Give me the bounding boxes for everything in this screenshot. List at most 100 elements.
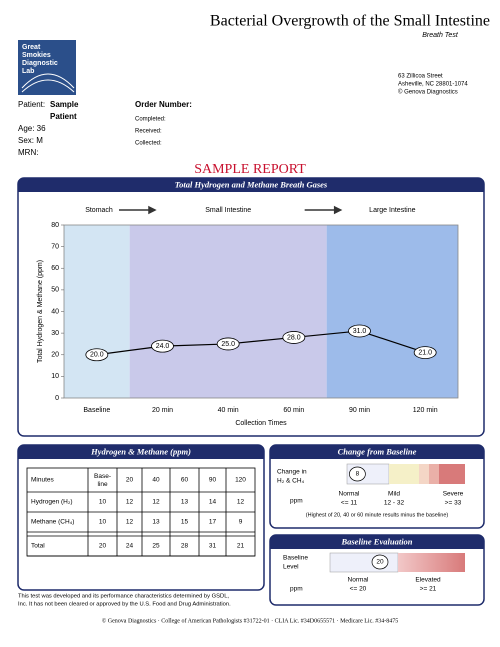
y-tick-label: 10 bbox=[51, 373, 59, 380]
y-tick-label: 80 bbox=[51, 222, 59, 229]
patient-mrn: MRN: bbox=[18, 148, 38, 157]
table-cell: 13 bbox=[181, 499, 189, 506]
logo-arc bbox=[21, 79, 75, 93]
level-name: Normal bbox=[348, 577, 370, 584]
level-name: Elevated bbox=[415, 577, 441, 584]
table-cell: Total bbox=[31, 543, 45, 550]
value-label: 31.0 bbox=[353, 328, 367, 335]
patient-sex: Sex: M bbox=[18, 136, 43, 145]
table-cell: 28 bbox=[181, 543, 189, 550]
y-tick-label: 70 bbox=[51, 243, 59, 250]
x-tick-label: 90 min bbox=[349, 407, 370, 414]
table-cell: 25 bbox=[152, 543, 160, 550]
disclaimer: Inc. It has not been cleared or approved… bbox=[18, 602, 231, 608]
table-cell: Hydrogen (H₂) bbox=[31, 499, 73, 506]
table-cell: Methane (CH₄) bbox=[31, 519, 74, 526]
gauge-marker-shape bbox=[349, 466, 366, 482]
chart: Stomach Small Intestine Large Intestine 0 10… bbox=[37, 205, 459, 427]
panel-header bbox=[18, 178, 484, 192]
table-cell: 14 bbox=[209, 499, 217, 506]
table-cell: 10 bbox=[99, 519, 107, 526]
table-cell: 17 bbox=[209, 519, 217, 526]
y-tick-label: 40 bbox=[51, 308, 59, 315]
region-arrow bbox=[304, 205, 343, 215]
value-label: 25.0 bbox=[221, 341, 235, 348]
point bbox=[151, 339, 174, 353]
gauge-severe bbox=[429, 464, 439, 484]
logo-text: Diagnostic bbox=[22, 60, 58, 67]
point bbox=[413, 346, 437, 359]
value-label: 24.0 bbox=[156, 343, 170, 350]
x-tick-label: 40 min bbox=[218, 407, 239, 414]
x-tick-label: 60 min bbox=[283, 407, 304, 414]
point bbox=[216, 337, 240, 351]
value-label: 20.0 bbox=[90, 352, 104, 359]
change-title: Change from Baseline bbox=[338, 446, 417, 456]
baseline-label: Baseline bbox=[283, 555, 308, 562]
value-label: 21.0 bbox=[418, 349, 432, 356]
address: Asheville, NC 28801-1074 bbox=[398, 82, 468, 88]
table-header: 60 bbox=[181, 477, 189, 484]
level-range: >= 21 bbox=[420, 586, 437, 593]
order-completed: Completed: bbox=[135, 117, 166, 123]
table-header: Minutes bbox=[31, 477, 55, 484]
change-label: H₂ & CH₄ bbox=[277, 478, 305, 485]
region-label: Large Intestine bbox=[369, 207, 415, 214]
baseline-title: Baseline Evaluation bbox=[340, 536, 412, 546]
y-tick-label: 20 bbox=[51, 352, 59, 359]
change-label: Change in bbox=[277, 469, 307, 476]
point bbox=[282, 331, 306, 344]
gauge-elevated bbox=[398, 553, 465, 572]
patient-label: Patient: bbox=[18, 100, 45, 109]
table-panel bbox=[17, 444, 265, 591]
point bbox=[348, 324, 371, 338]
x-tick-label: 120 min bbox=[413, 407, 438, 414]
region-label: Stomach bbox=[85, 207, 113, 214]
region bbox=[129, 225, 327, 398]
table-cell: 9 bbox=[239, 519, 243, 526]
gauge-severe bbox=[439, 464, 465, 484]
logo-text: Great bbox=[22, 44, 41, 51]
baseline-unit: ppm bbox=[290, 586, 303, 593]
patient-name: Patient bbox=[50, 112, 77, 121]
table-header: 20 bbox=[126, 477, 134, 484]
sample-banner: SAMPLE REPORT bbox=[194, 162, 306, 177]
footer: © Genova Diagnostics · College of Americ… bbox=[102, 617, 399, 624]
table-cell: 21 bbox=[237, 543, 245, 550]
gauge-marker-shape bbox=[371, 554, 389, 570]
y-tick-label: 0 bbox=[55, 395, 59, 402]
patient-age: Age: 36 bbox=[18, 124, 46, 133]
y-tick-label: 30 bbox=[51, 330, 59, 337]
level-range: >= 33 bbox=[445, 500, 462, 507]
order-collected: Collected: bbox=[135, 141, 162, 147]
chart-title: Total Hydrogen and Methane Breath Gases bbox=[175, 179, 328, 189]
report-title: Bacterial Overgrowth of the Small Intest… bbox=[210, 13, 490, 30]
table-cell: 24 bbox=[126, 543, 134, 550]
disclaimer: This test was developed and its performa… bbox=[18, 594, 229, 600]
level-name: Severe bbox=[443, 491, 464, 498]
level-range: <= 11 bbox=[341, 500, 358, 507]
table: Minutes Base-line 20 40 60 90 120 Hydrogen (H₂)… bbox=[26, 467, 256, 557]
text-line: line bbox=[97, 481, 108, 488]
x-tick-label: 20 min bbox=[152, 407, 173, 414]
region-label: Small Intestine bbox=[205, 207, 251, 214]
address: 63 Zillicoa Street bbox=[398, 74, 443, 80]
logo-text: Smokies bbox=[22, 52, 51, 59]
table-header: 120 bbox=[235, 477, 246, 484]
table-cell: 31 bbox=[209, 543, 217, 550]
text-line: Base- bbox=[94, 473, 111, 480]
table-cell: 12 bbox=[126, 519, 134, 526]
table-title: Hydrogen & Methane (ppm) bbox=[90, 446, 191, 456]
panel-header bbox=[270, 445, 484, 459]
baseline-label: Level bbox=[283, 564, 299, 571]
level-range: 12 - 32 bbox=[384, 500, 405, 507]
gauge-value: 8 bbox=[356, 471, 360, 478]
logo-text: Lab bbox=[22, 68, 34, 75]
region bbox=[64, 225, 130, 398]
y-tick-label: 60 bbox=[51, 265, 59, 272]
change-unit: ppm bbox=[290, 498, 303, 505]
level-range: <= 20 bbox=[350, 586, 367, 593]
table-cell: 13 bbox=[152, 519, 160, 526]
table-header: 90 bbox=[209, 477, 217, 484]
